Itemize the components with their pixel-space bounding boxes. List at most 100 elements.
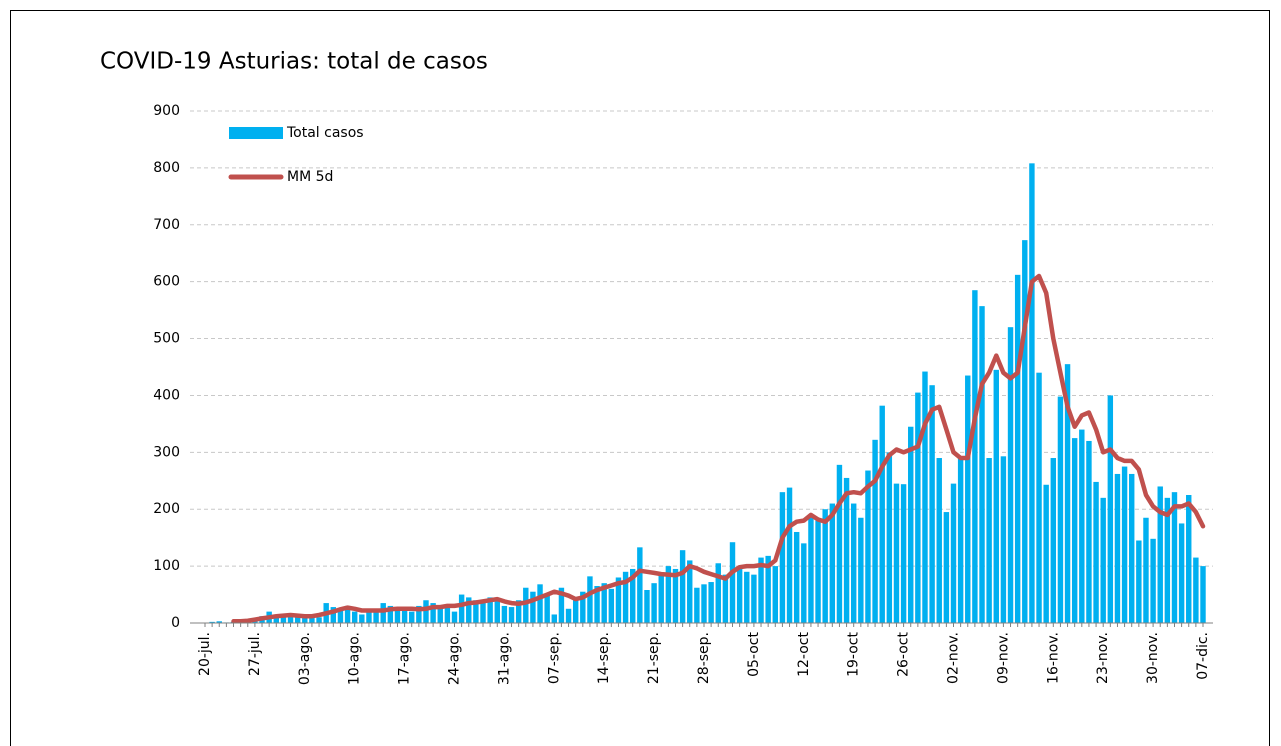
x-tick-label: 30-nov. (1145, 632, 1161, 684)
bar (900, 484, 907, 623)
bar (1136, 540, 1142, 623)
bar (594, 586, 600, 623)
bar (273, 617, 279, 623)
bar (530, 591, 536, 623)
bar (979, 306, 985, 623)
bar (1200, 566, 1206, 623)
bar (444, 605, 451, 623)
bar (630, 568, 636, 623)
bar (872, 439, 878, 623)
bar (665, 566, 672, 623)
bar (915, 392, 921, 623)
bar (1129, 473, 1135, 623)
bar (437, 608, 443, 623)
bar (772, 566, 778, 623)
bar (430, 603, 436, 623)
x-tick-label: 02-nov. (946, 632, 962, 684)
bar (344, 605, 351, 623)
bar (1007, 327, 1014, 623)
bar (544, 594, 550, 623)
bar (886, 452, 893, 623)
y-tick-label: 900 (153, 103, 180, 119)
bar (1178, 523, 1185, 623)
bar (1143, 517, 1149, 623)
bar (637, 547, 643, 623)
bar (679, 550, 686, 623)
bar (929, 385, 935, 623)
bar (615, 577, 622, 623)
bar (409, 611, 415, 623)
bar (815, 520, 821, 623)
bar (715, 563, 721, 623)
bar (736, 566, 743, 623)
y-tick-label: 0 (171, 615, 180, 631)
bar (523, 587, 529, 623)
y-tick-label: 500 (153, 331, 180, 347)
bar (401, 607, 408, 623)
bar (1064, 364, 1071, 623)
bar (380, 603, 386, 623)
legend-label: Total casos (286, 125, 364, 141)
bar (316, 617, 322, 623)
bar (651, 583, 657, 623)
bar (701, 584, 707, 623)
bar (216, 621, 222, 623)
legend-label: MM 5d (287, 169, 333, 185)
bar (1036, 372, 1042, 623)
bar (1093, 481, 1099, 623)
bar (551, 614, 558, 623)
x-tick-label: 19-oct (846, 632, 862, 677)
bar (950, 483, 957, 623)
bar (729, 542, 736, 623)
bar (572, 600, 579, 623)
frame (10, 10, 1270, 746)
x-tick-label: 27-jul. (247, 632, 263, 676)
bar (1079, 429, 1085, 623)
bar (865, 470, 871, 623)
bar (515, 600, 522, 623)
bar (387, 605, 394, 623)
bar (672, 568, 679, 623)
bar (608, 588, 615, 623)
x-tick-label: 05-oct (746, 632, 762, 677)
bar (801, 543, 807, 623)
bar (1164, 497, 1171, 623)
bar (366, 610, 372, 623)
bar (858, 517, 864, 623)
bar (1029, 163, 1035, 624)
bar (580, 591, 586, 623)
x-tick-label: 28-sep. (696, 632, 712, 684)
bar (658, 574, 664, 623)
bar (957, 458, 964, 623)
bar (1000, 456, 1007, 623)
bar (1022, 240, 1028, 624)
bar (1050, 458, 1057, 623)
bar (537, 584, 543, 623)
bar (451, 611, 458, 623)
bar (466, 597, 472, 623)
bar (1150, 538, 1156, 623)
bar (822, 509, 828, 623)
bar (351, 611, 358, 623)
bar (808, 514, 814, 623)
bar (1157, 486, 1163, 623)
x-tick-label: 31-ago. (496, 632, 512, 685)
bar (337, 608, 344, 623)
x-tick-label: 23-nov. (1095, 632, 1111, 684)
bar (558, 587, 565, 623)
bar (829, 503, 836, 623)
x-tick-label: 21-sep. (646, 632, 662, 684)
bar (779, 492, 786, 623)
bar (1043, 484, 1049, 623)
line (231, 273, 1206, 624)
x-tick-label: 07-dic. (1195, 632, 1211, 680)
bar (1193, 557, 1199, 623)
bar (565, 608, 572, 623)
x-tick-label: 03-ago. (297, 632, 313, 685)
y-tick-label: 400 (153, 387, 180, 403)
bar (294, 617, 301, 623)
bar (330, 607, 337, 623)
bar (622, 571, 629, 623)
bar (758, 557, 764, 623)
